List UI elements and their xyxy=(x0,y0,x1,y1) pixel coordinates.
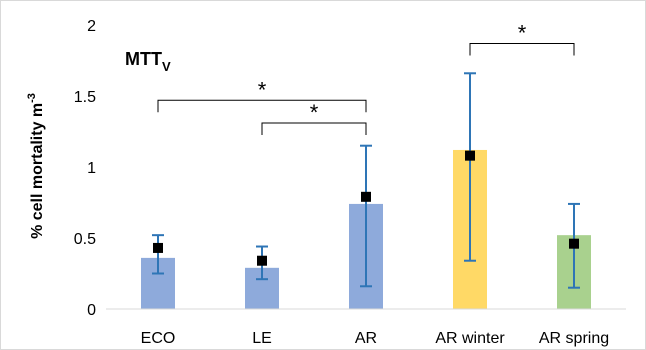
y-tick-label: 2 xyxy=(87,18,96,35)
x-tick-label: LE xyxy=(252,330,272,347)
x-tick-label: AR spring xyxy=(539,330,609,347)
x-tick-label: ECO xyxy=(141,330,176,347)
y-tick-label: 0.5 xyxy=(74,231,96,248)
marker-point xyxy=(465,150,475,161)
markers xyxy=(153,150,579,266)
x-axis-ticks: ECO LE AR AR winter AR spring xyxy=(141,330,609,347)
x-tick-label: AR winter xyxy=(435,330,505,347)
y-axis-label-main: % cell mortality m xyxy=(29,103,46,239)
marker-point xyxy=(153,242,163,253)
significance-star: * xyxy=(518,20,527,45)
marker-point xyxy=(257,255,267,266)
significance-brackets: * * * xyxy=(157,20,575,135)
panel-label-subscript: V xyxy=(162,59,171,74)
significance-bracket xyxy=(261,122,367,135)
y-tick-label: 1.5 xyxy=(74,89,96,106)
panel-label: MTTV xyxy=(125,49,171,74)
significance-bracket xyxy=(469,42,575,56)
significance-star: * xyxy=(258,77,267,102)
panel-label-main: MTT xyxy=(125,49,162,69)
y-tick-label: 0 xyxy=(87,302,96,319)
y-axis-label: % cell mortality m-3 xyxy=(26,93,46,239)
significance-star: * xyxy=(310,100,319,125)
x-tick-label: AR xyxy=(355,330,377,347)
y-axis-label-superscript: -3 xyxy=(26,93,38,103)
y-axis-ticks: 0 0.5 1 1.5 2 xyxy=(74,18,96,319)
error-bars xyxy=(152,72,580,289)
significance-bracket xyxy=(157,99,367,113)
marker-point xyxy=(569,238,579,249)
marker-point xyxy=(361,191,371,202)
y-tick-label: 1 xyxy=(87,160,96,177)
